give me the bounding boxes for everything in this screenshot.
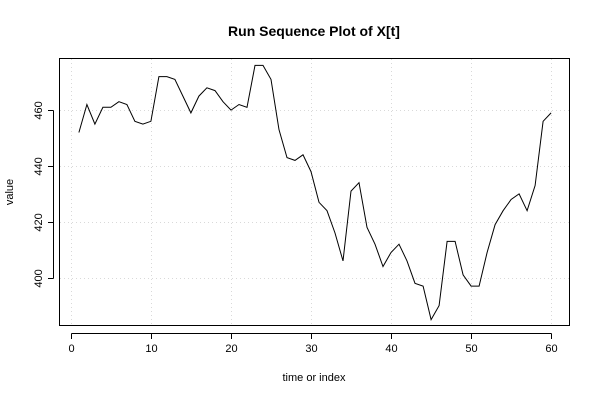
plot-area: [59, 58, 570, 326]
x-tick-label: 20: [225, 343, 237, 355]
chart-title: Run Sequence Plot of X[t]: [228, 23, 400, 39]
y-axis: 400 420 440 460: [33, 101, 54, 288]
y-tick-label: 440: [33, 157, 45, 175]
x-tick-label: 0: [68, 343, 74, 355]
grid: [60, 59, 570, 326]
y-tick-label: 420: [33, 213, 45, 231]
y-tick-label: 460: [33, 101, 45, 119]
x-axis: 0 10 20 30 40 50 60: [68, 333, 558, 355]
y-tick-label: 400: [33, 269, 45, 287]
x-tick-label: 10: [145, 343, 157, 355]
x-axis-label: time or index: [283, 372, 346, 384]
series-line: [78, 64, 552, 321]
x-tick-label: 50: [465, 343, 477, 355]
x-tick-label: 40: [385, 343, 397, 355]
x-tick-label: 60: [545, 343, 557, 355]
series: [78, 64, 552, 321]
y-axis-label: value: [4, 179, 16, 205]
x-tick-label: 30: [305, 343, 317, 355]
